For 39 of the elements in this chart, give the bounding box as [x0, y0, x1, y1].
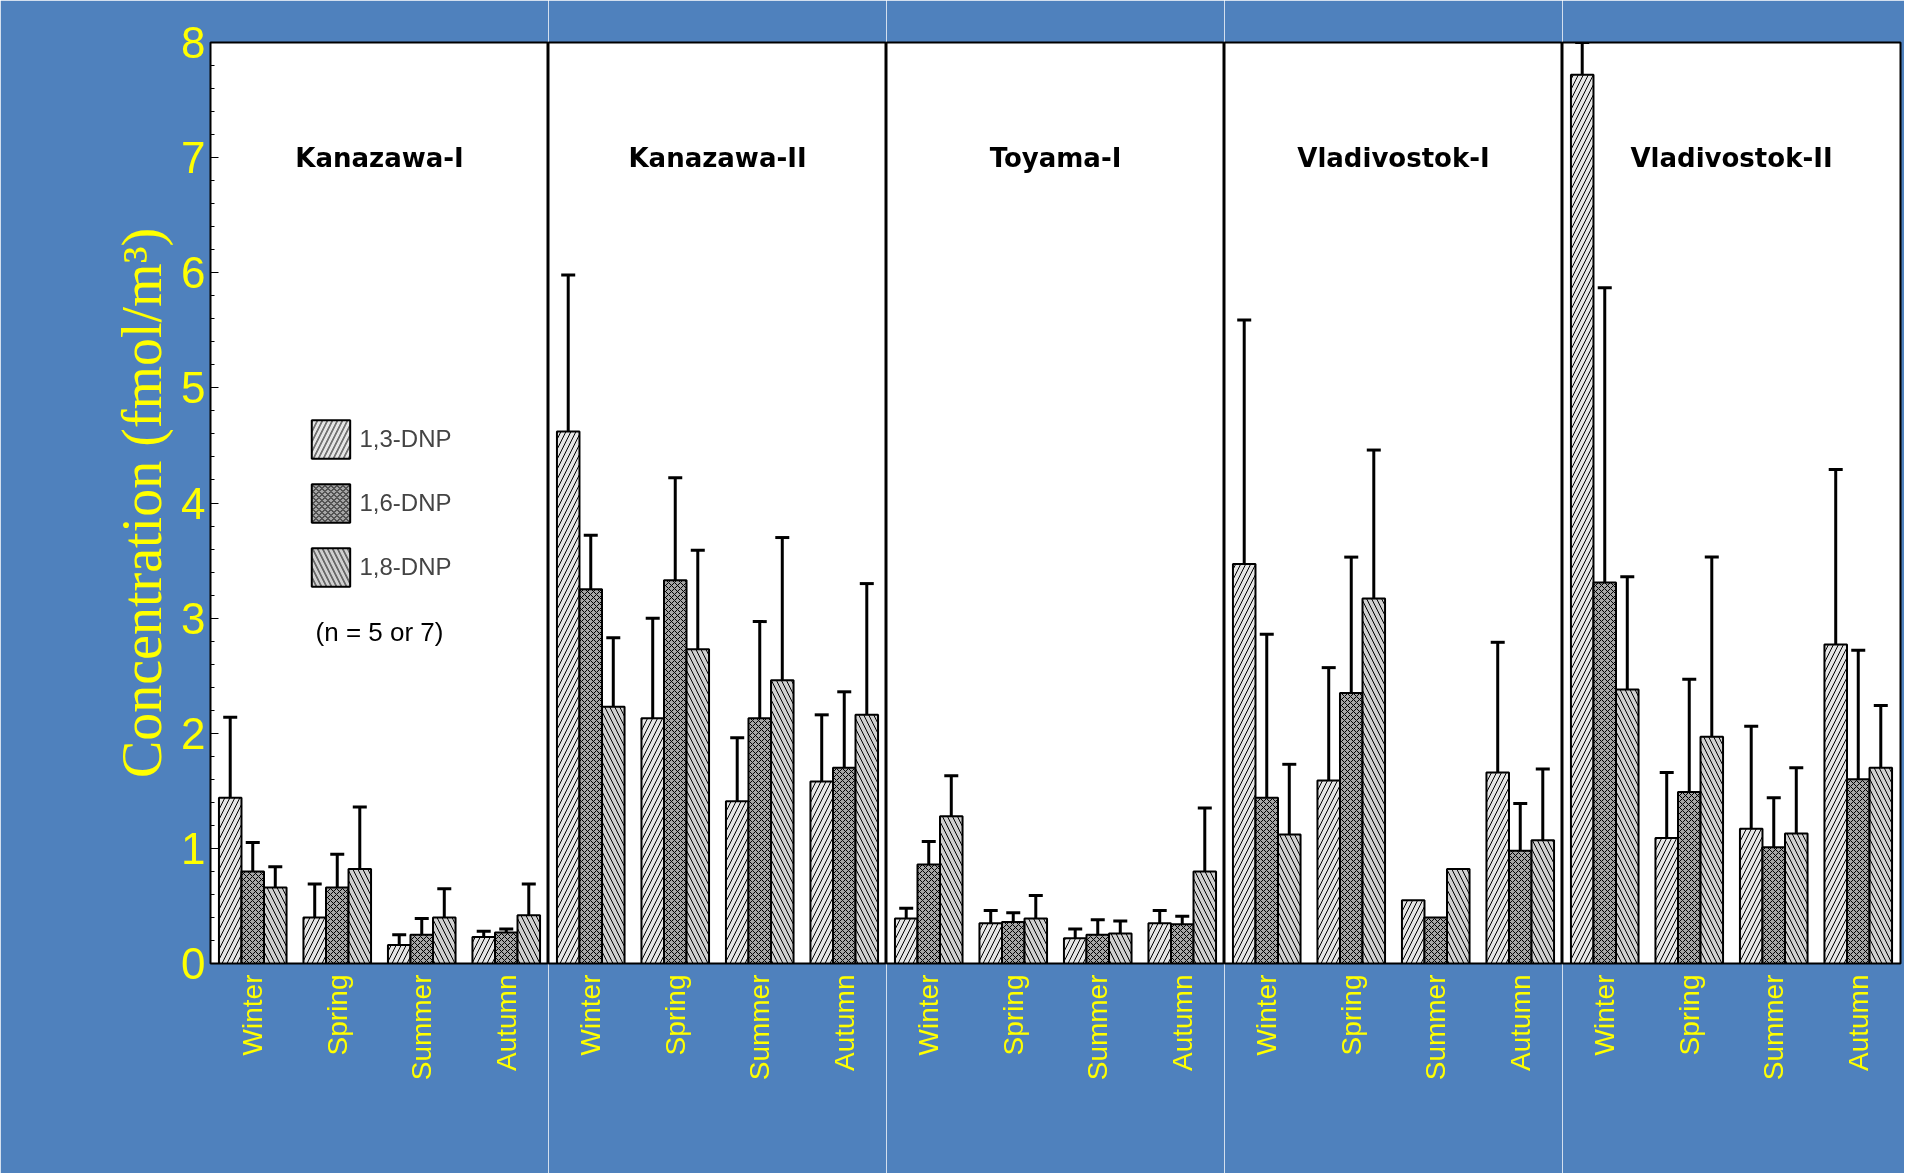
x-tick-label: Winter [1589, 974, 1621, 1056]
y-tick-label: 8 [181, 18, 206, 67]
x-tick-label: Summer [1758, 974, 1790, 1081]
legend-label: 1,6-DNP [359, 488, 452, 517]
x-tick-label: Winter [1251, 974, 1283, 1056]
x-tick-label: Spring [659, 974, 691, 1056]
y-tick-label: 5 [181, 363, 206, 413]
x-tick-label: Winter [237, 974, 269, 1056]
text: Kanazawa-II [628, 142, 807, 173]
text: Vladivostok-II [1630, 142, 1833, 173]
x-tick-label: Summer [1420, 974, 1452, 1081]
y-tick-label: 6 [181, 248, 206, 298]
x-tick-label: Autumn [828, 974, 860, 1071]
x-tick-label: Spring [997, 974, 1029, 1056]
x-tick-label: Spring [1335, 974, 1367, 1056]
x-tick-label: Autumn [490, 974, 522, 1071]
legend-label: 1,3-DNP [359, 424, 452, 453]
text: Toyama-I [989, 142, 1122, 173]
legend-label: 1,8-DNP [359, 552, 452, 581]
x-tick-label: Summer [1082, 974, 1114, 1081]
x-tick-label: Winter [913, 974, 945, 1056]
y-tick-label: 0 [181, 939, 206, 988]
text: Vladivostok-I [1297, 142, 1490, 173]
x-tick-label: Autumn [1842, 974, 1874, 1071]
y-tick-label: 4 [181, 478, 206, 528]
text: Kanazawa-I [295, 142, 464, 173]
y-tick-label: 3 [181, 593, 206, 643]
y-tick-label: 7 [181, 133, 206, 183]
y-axis-title: Concentration (fmol/m³) [111, 227, 175, 779]
x-tick-label: Autumn [1504, 974, 1536, 1071]
x-tick-label: Autumn [1166, 974, 1198, 1071]
x-tick-label: Spring [1673, 974, 1705, 1056]
y-tick-label: 2 [181, 708, 206, 758]
x-tick-label: Winter [575, 974, 607, 1056]
x-tick-label: Spring [321, 974, 353, 1056]
y-tick-label: 1 [181, 823, 206, 873]
annotation: (n = 5 or 7) [315, 616, 444, 647]
x-tick-label: Summer [406, 974, 438, 1081]
x-tick-label: Summer [744, 974, 776, 1081]
